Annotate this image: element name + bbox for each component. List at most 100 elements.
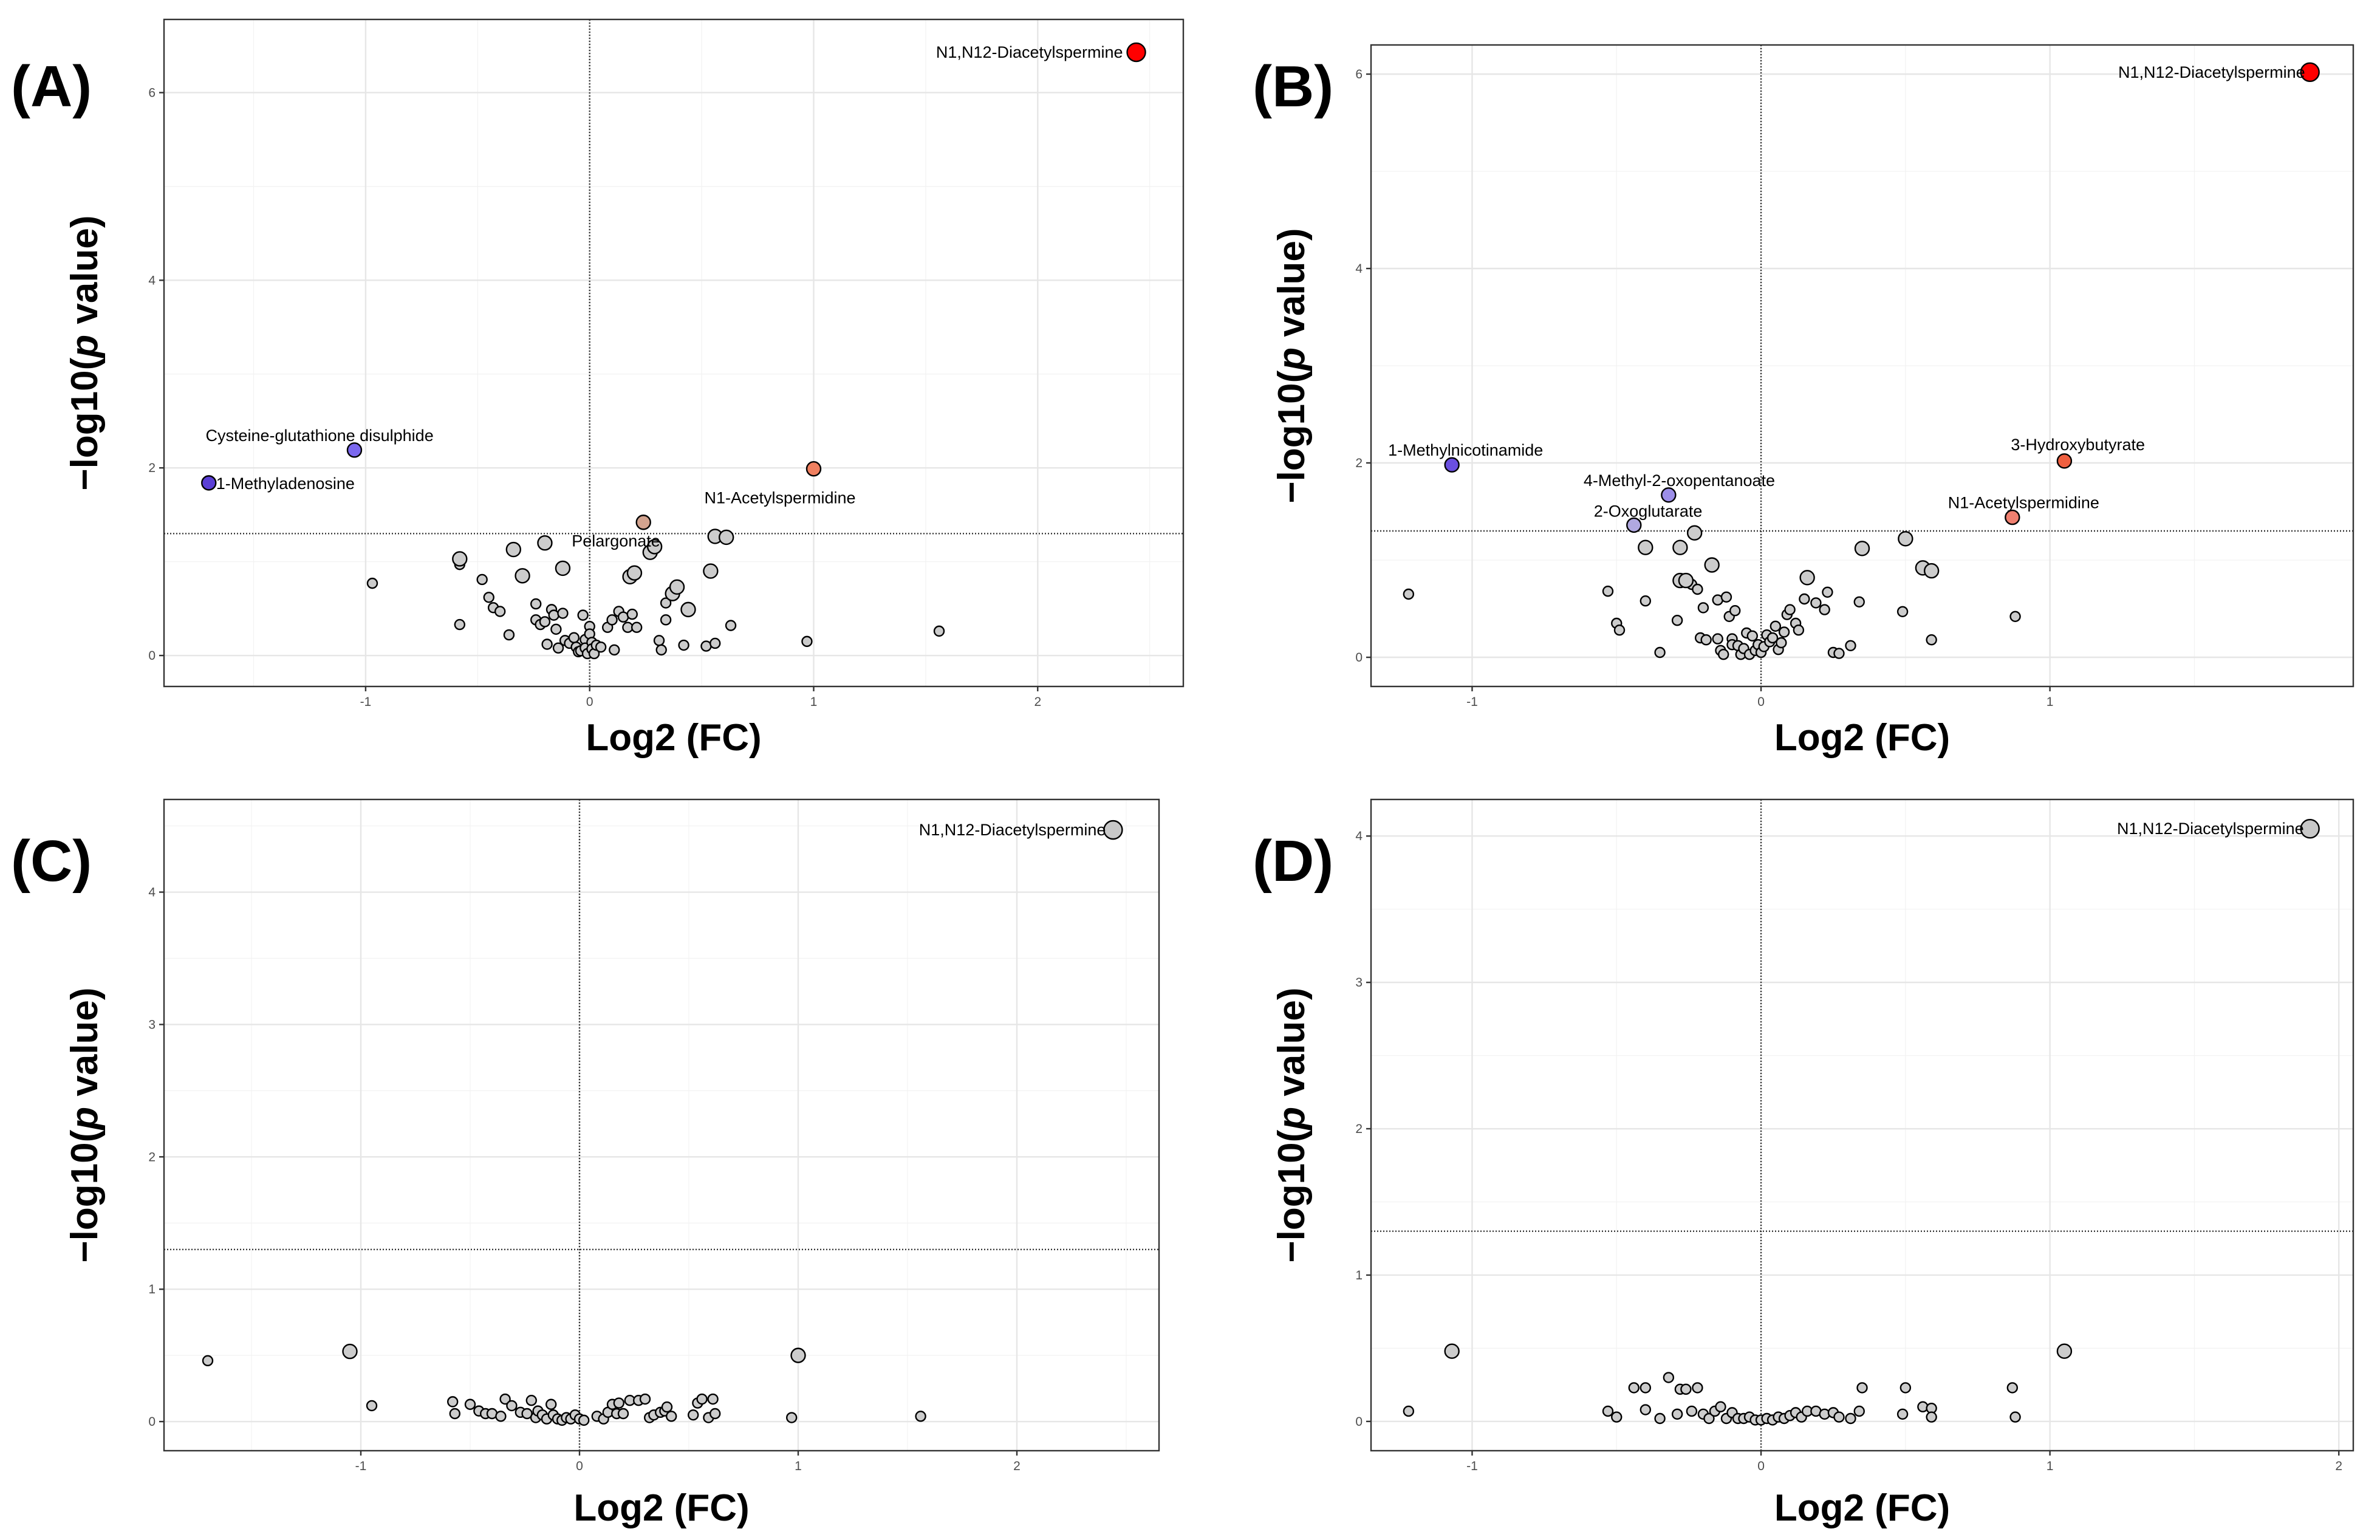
point-label-n1-acetylspermidine: N1-Acetylspermidine <box>704 489 855 507</box>
y-tick-label: 4 <box>1355 262 1363 276</box>
x-axis-title: Log2 (FC) <box>586 717 761 759</box>
y-tick-label: 3 <box>148 1018 156 1032</box>
data-point <box>646 539 663 555</box>
data-point <box>661 1401 673 1413</box>
data-point <box>505 541 522 558</box>
y-tick-label: 1 <box>148 1282 156 1296</box>
data-point <box>1718 648 1729 660</box>
data-point <box>1686 525 1703 541</box>
y-tick-label: 1 <box>1355 1268 1363 1282</box>
data-point <box>1704 557 1720 573</box>
point-label-1-methyladenosine: 1-Methyladenosine <box>216 474 355 493</box>
data-point <box>1833 1411 1845 1423</box>
y-tick-label: 2 <box>148 461 156 475</box>
y-tick-label: 2 <box>1355 1122 1363 1136</box>
x-axis-title: Log2 (FC) <box>1774 717 1950 759</box>
data-point <box>1729 605 1741 617</box>
x-tick-label: -1 <box>355 1459 367 1473</box>
data-point <box>1680 1383 1692 1395</box>
point-label-4-methyl-2-oxopentanoate: 4-Methyl-2-oxopentanoate <box>1584 471 1775 490</box>
data-point <box>476 573 488 586</box>
data-point <box>1799 593 1810 605</box>
data-point <box>915 1411 926 1422</box>
data-point <box>725 620 737 631</box>
data-point <box>1654 1412 1666 1425</box>
data-point <box>660 614 672 626</box>
x-tick-label: 0 <box>1757 695 1765 709</box>
data-point <box>613 1397 624 1409</box>
data-point <box>449 1408 460 1420</box>
data-point <box>1671 1408 1683 1420</box>
data-point <box>1720 591 1732 603</box>
point-label-2-oxoglutarate: 2-Oxoglutarate <box>1594 502 1703 520</box>
x-axis-title: Log2 (FC) <box>1774 1487 1950 1529</box>
data-point <box>1799 570 1815 586</box>
y-tick-label: 2 <box>148 1150 156 1164</box>
data-point <box>1602 1405 1614 1417</box>
point-label-n1-n12-diacetylspermine: N1,N12-Diacetylspermine <box>919 821 1106 839</box>
x-tick-label: 0 <box>576 1459 583 1473</box>
data-point <box>1856 1382 1868 1394</box>
data-point <box>1793 624 1805 636</box>
data-point <box>617 1408 629 1420</box>
data-point <box>1697 602 1709 614</box>
data-point-pelargonate <box>635 515 651 530</box>
y-tick-label: 2 <box>1355 456 1363 470</box>
x-tick-label: -1 <box>1466 1459 1478 1473</box>
data-point <box>515 568 530 584</box>
data-point <box>539 616 551 628</box>
data-point <box>933 625 945 637</box>
data-point-4-methyl-2-oxopentanoate <box>1661 487 1677 503</box>
data-point <box>366 577 378 589</box>
y-tick-label: 4 <box>148 273 156 287</box>
data-point-1-methylnicotinamide <box>1444 457 1460 473</box>
panel-label: (D) <box>1253 829 1333 894</box>
data-point <box>1766 632 1779 644</box>
data-point <box>696 1393 708 1405</box>
data-point-n1-acetylspermidine <box>2005 509 2020 525</box>
data-point <box>1638 539 1653 555</box>
data-point <box>700 640 712 652</box>
data-point <box>609 644 620 655</box>
data-point <box>1663 1372 1675 1383</box>
data-point <box>1654 646 1666 659</box>
point-label-pelargonate: Pelargonate <box>572 532 660 550</box>
x-tick-label: 2 <box>2335 1459 2342 1473</box>
panel-a: -1 0 1 2 0 2 4 6 N1,N12-Diacetylspermine Cysteine… <box>11 18 1185 759</box>
data-point <box>631 621 643 633</box>
point-label-1-methylnicotinamide: 1-Methylnicotinamide <box>1388 441 1543 459</box>
y-tick-label: 0 <box>1355 651 1363 665</box>
point-label-n1-n12-diacetylspermine: N1,N12-Diacetylspermine <box>2118 63 2305 81</box>
x-tick-label: 2 <box>1013 1459 1021 1473</box>
data-point <box>552 642 564 654</box>
data-point <box>1810 597 1822 609</box>
y-tick-label: 0 <box>148 1415 156 1429</box>
plot-background <box>164 799 1159 1451</box>
data-point <box>1845 1412 1856 1425</box>
data-point <box>1628 1382 1640 1394</box>
data-point <box>454 618 466 631</box>
data-point <box>557 607 569 619</box>
data-point <box>1700 634 1712 646</box>
data-point <box>1833 648 1845 659</box>
y-tick-label: 6 <box>1355 67 1363 81</box>
data-point <box>452 551 468 567</box>
y-axis-title: −log10(p value) <box>1271 228 1313 503</box>
data-point <box>545 1398 557 1410</box>
data-point <box>1444 1343 1460 1359</box>
x-tick-label: 1 <box>810 695 818 709</box>
data-point <box>1853 596 1865 607</box>
data-point <box>1900 1382 1912 1394</box>
plot-border <box>1370 44 2354 688</box>
panel-label: (B) <box>1253 54 1333 119</box>
data-point <box>530 598 542 610</box>
data-point <box>2006 1382 2019 1394</box>
data-point <box>541 638 553 650</box>
data-point <box>707 1393 719 1405</box>
data-point <box>1822 586 1833 598</box>
data-point <box>1602 586 1614 597</box>
data-point-n1-n12-diacetylspermine <box>2300 62 2320 83</box>
panel-label: (A) <box>11 54 92 119</box>
data-point <box>494 606 506 617</box>
data-point <box>1712 633 1723 645</box>
